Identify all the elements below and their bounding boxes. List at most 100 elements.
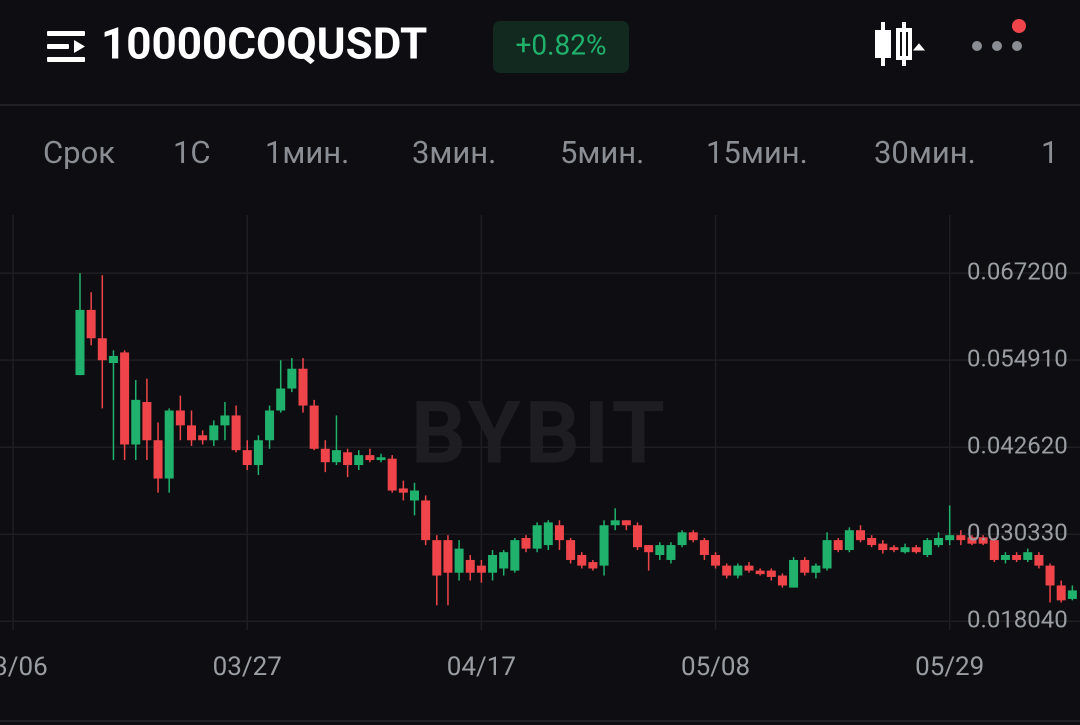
candle-body (510, 540, 520, 571)
y-tick-label: 0.042620 (967, 432, 1068, 460)
timeframe-tab[interactable]: 15мин. (706, 134, 808, 171)
candle-body (198, 435, 208, 441)
candle-body (1034, 555, 1044, 566)
candle-body (699, 540, 709, 555)
candle-body (566, 540, 576, 560)
candle-body (711, 555, 721, 566)
chart: BYBIT 03/06 03/27 04/17 05/08 05/29 0.067200 0.… (0, 215, 1080, 682)
candle-body (1023, 552, 1033, 560)
tabs: Срок 1С 1мин. 3мин. 5мин. 15мин. 30мин. 1 (43, 134, 1058, 171)
candle-body (777, 575, 787, 586)
timeframe-tab[interactable]: 3мин. (412, 134, 496, 171)
y-tick-label: 0.018040 (967, 606, 1068, 634)
candle-body (867, 538, 877, 546)
candle-body (499, 552, 509, 569)
candle-body (822, 540, 832, 569)
candle-body (108, 355, 118, 364)
candle-body (889, 547, 899, 551)
candle-body (666, 545, 676, 560)
candle-body (677, 532, 687, 546)
candle-body (231, 415, 241, 451)
candle-body (164, 410, 174, 479)
candle-body (86, 309, 96, 339)
candle-body (833, 540, 843, 551)
candle-body (421, 500, 431, 541)
candle-body (309, 405, 319, 449)
candle-body (744, 565, 754, 571)
candle-body (242, 450, 252, 466)
y-tick-label: 0.030330 (967, 519, 1068, 547)
more-icon[interactable] (972, 19, 1026, 51)
candle-body (376, 457, 386, 461)
symbol[interactable]: 10000COQUSDT (101, 18, 427, 70)
candle-body (588, 562, 598, 569)
candle-body (967, 537, 977, 544)
candle-body (633, 525, 642, 548)
candle-body (956, 535, 966, 541)
candle-body (354, 455, 364, 466)
candle-body (789, 559, 799, 588)
x-tick-label: 03/06 (0, 652, 48, 682)
candle-body (220, 415, 230, 426)
y-tick-label: 0.054910 (967, 344, 1068, 372)
candle-body (856, 530, 865, 541)
candle-body (97, 338, 107, 361)
timeframe-tab[interactable]: 1 (1041, 134, 1058, 171)
candle-body (331, 450, 341, 463)
candle-body (722, 565, 732, 576)
candle-body (945, 535, 955, 541)
candle-body (766, 570, 776, 577)
x-tick-label: 04/17 (447, 652, 516, 682)
change-badge (493, 21, 629, 73)
candle-body (120, 352, 130, 445)
candle-body (265, 410, 275, 441)
candle-body (209, 425, 219, 441)
candle-body (878, 543, 888, 551)
candle-body (187, 425, 196, 441)
candle-body (532, 525, 542, 549)
candle-body (75, 309, 85, 376)
candle-body (365, 455, 375, 461)
candle-body (253, 440, 263, 466)
menu-icon[interactable] (47, 31, 85, 62)
candle-body (688, 532, 698, 541)
candle-body (577, 555, 587, 566)
candle-body (298, 368, 308, 406)
candle-body (175, 410, 185, 426)
candle-body (554, 525, 564, 541)
candle-body (599, 525, 609, 566)
candle-body (276, 388, 286, 411)
candle-body (387, 458, 397, 491)
candle-body (465, 559, 475, 573)
candle-body (733, 565, 743, 576)
candle-body (1012, 555, 1022, 560)
candle-body (343, 452, 353, 466)
watermark: BYBIT (411, 383, 669, 484)
candle-body (934, 538, 944, 546)
change: +0.82% (516, 28, 607, 61)
candle-body (320, 448, 330, 463)
candle-body (844, 530, 854, 551)
chart-type-icon[interactable] (875, 22, 926, 66)
candle-body (398, 488, 408, 493)
candle-body (911, 547, 921, 553)
candle-body (978, 537, 988, 544)
candle-body (153, 440, 163, 479)
candle-body (543, 522, 553, 546)
candle-body (922, 540, 932, 555)
candle-body (644, 545, 654, 553)
timeframe-tab[interactable]: 1мин. (265, 134, 349, 171)
timeframe-tab[interactable]: 1С (173, 134, 211, 171)
x-tick-label: 05/08 (681, 652, 750, 682)
candle-body (488, 555, 498, 573)
candle-body (443, 540, 453, 573)
candle-body (142, 402, 152, 441)
timeframe-tab[interactable]: Срок (43, 134, 115, 171)
timeframe-tab[interactable]: 30мин. (874, 134, 976, 171)
y-tick-label: 0.067200 (967, 257, 1068, 285)
candle-body (621, 520, 631, 526)
candle-body (800, 559, 810, 573)
timeframe-tab[interactable]: 5мин. (560, 134, 644, 171)
